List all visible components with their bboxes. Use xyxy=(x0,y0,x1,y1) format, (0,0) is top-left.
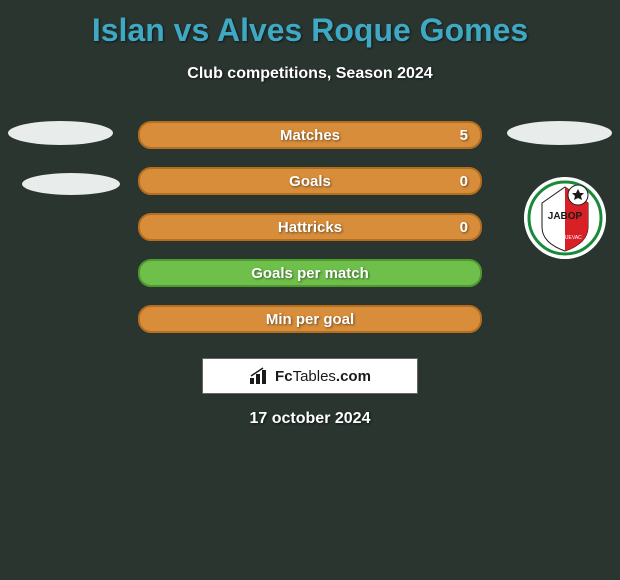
player2-club-badge: JABOP KRAGUJEVAC xyxy=(524,177,606,259)
stat-bar: Min per goal xyxy=(138,305,482,333)
stats-area: JABOP KRAGUJEVAC Matches5Goals0Hattricks… xyxy=(0,121,620,361)
bar-chart-icon xyxy=(249,367,271,385)
stat-bar-label: Matches xyxy=(140,127,480,144)
player2-club-placeholder-1 xyxy=(507,121,612,145)
stat-bar-value: 5 xyxy=(460,127,468,144)
stat-bar-label: Goals xyxy=(140,173,480,190)
stat-bar-value: 0 xyxy=(460,173,468,190)
player1-club-placeholder-2 xyxy=(22,173,120,195)
logo-main: Tables xyxy=(293,368,336,385)
stat-bar: Goals per match xyxy=(138,259,482,287)
stat-bar-label: Hattricks xyxy=(140,219,480,236)
subtitle: Club competitions, Season 2024 xyxy=(0,65,620,83)
logo-prefix: Fc xyxy=(275,368,293,385)
date-label: 17 october 2024 xyxy=(0,410,620,428)
logo-text: FcTables.com xyxy=(275,368,371,385)
fctables-logo: FcTables.com xyxy=(202,358,418,394)
stat-bar: Goals0 xyxy=(138,167,482,195)
logo-suffix: .com xyxy=(336,368,371,385)
page-title: Islan vs Alves Roque Gomes xyxy=(0,0,620,49)
stat-bar: Hattricks0 xyxy=(138,213,482,241)
stat-bar-value: 0 xyxy=(460,219,468,236)
stat-bar: Matches5 xyxy=(138,121,482,149)
player1-club-placeholder-1 xyxy=(8,121,113,145)
svg-text:KRAGUJEVAC: KRAGUJEVAC xyxy=(548,235,582,241)
stat-bar-label: Min per goal xyxy=(140,311,480,328)
stat-bar-label: Goals per match xyxy=(140,265,480,282)
svg-text:JABOP: JABOP xyxy=(548,211,583,222)
